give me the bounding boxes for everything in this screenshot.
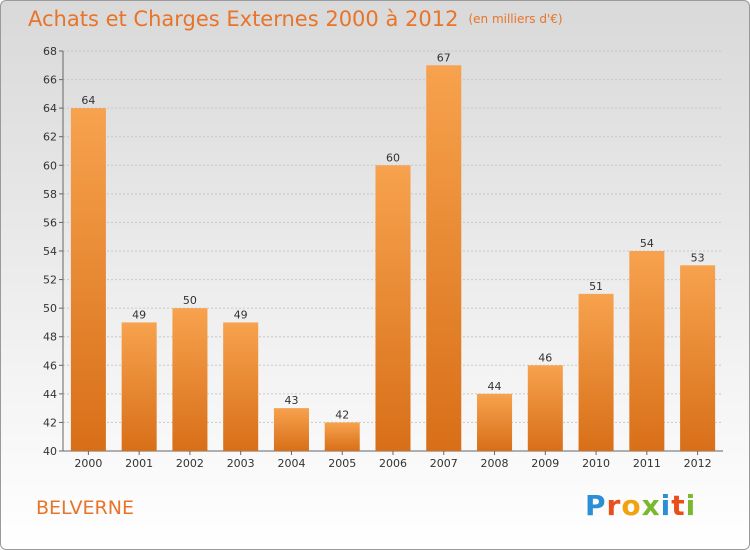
y-tick-label: 62 [43, 131, 57, 144]
data-label: 60 [386, 151, 400, 164]
y-tick-label: 54 [43, 245, 57, 258]
data-label: 50 [183, 294, 197, 307]
x-tick-label: 2004 [277, 457, 305, 470]
data-label: 42 [335, 408, 349, 421]
chart-subtitle: (en milliers d'€) [468, 12, 563, 26]
data-label: 44 [488, 380, 502, 393]
proxiti-logo[interactable]: Proxiti [585, 489, 697, 522]
x-tick-label: 2011 [633, 457, 661, 470]
data-label: 67 [437, 51, 451, 64]
x-tick-label: 2003 [227, 457, 255, 470]
y-tick-label: 64 [43, 102, 57, 115]
data-label: 49 [234, 308, 248, 321]
data-label: 43 [284, 394, 298, 407]
chart-title-text: Achats et Charges Externes 2000 à 2012 [28, 7, 459, 31]
bar-2001 [121, 322, 157, 451]
x-tick-label: 2009 [531, 457, 559, 470]
y-tick-label: 40 [43, 445, 57, 458]
x-tick-label: 2002 [176, 457, 204, 470]
bar-2012 [680, 265, 716, 451]
y-tick-label: 68 [43, 45, 57, 58]
bar-2011 [629, 251, 665, 451]
axes: 40 42 44 46 48 50 52 54 56 58 60 62 64 66 68 2000 2001 20… [43, 45, 723, 470]
bar-2004 [273, 408, 309, 451]
bar-2002 [172, 308, 208, 451]
y-tick-label: 66 [43, 74, 57, 87]
bar-2000 [70, 108, 106, 452]
data-label: 54 [640, 237, 654, 250]
data-labels: 64 49 50 49 43 42 60 67 44 46 51 54 53 [81, 51, 704, 421]
y-tick-label: 44 [43, 388, 57, 401]
x-tick-label: 2005 [328, 457, 356, 470]
y-tick-label: 50 [43, 302, 57, 315]
bar-2006 [375, 165, 411, 452]
x-tick-label: 2008 [481, 457, 509, 470]
bars [70, 65, 716, 452]
bar-2008 [477, 393, 513, 451]
bar-2010 [578, 293, 614, 451]
bar-2005 [324, 422, 360, 451]
x-tick-label: 2007 [430, 457, 458, 470]
y-tick-label: 52 [43, 274, 57, 287]
x-tick-label: 2010 [582, 457, 610, 470]
bar-2009 [527, 365, 563, 451]
data-label: 64 [81, 94, 95, 107]
y-tick-label: 48 [43, 331, 57, 344]
commune-name: BELVERNE [36, 497, 134, 519]
data-label: 53 [691, 251, 705, 264]
y-tick-label: 42 [43, 416, 57, 429]
bar-2007 [426, 65, 462, 452]
y-tick-label: 46 [43, 359, 57, 372]
x-tick-label: 2001 [125, 457, 153, 470]
data-label: 49 [132, 308, 146, 321]
bar-2003 [223, 322, 259, 451]
data-label: 51 [589, 280, 603, 293]
y-tick-label: 56 [43, 216, 57, 229]
chart-title: Achats et Charges Externes 2000 à 2012 (e… [28, 7, 563, 31]
data-label: 46 [538, 351, 552, 364]
x-tick-label: 2006 [379, 457, 407, 470]
y-tick-label: 60 [43, 159, 57, 172]
x-tick-label: 2012 [684, 457, 712, 470]
x-tick-label: 2000 [74, 457, 102, 470]
y-tick-label: 58 [43, 188, 57, 201]
